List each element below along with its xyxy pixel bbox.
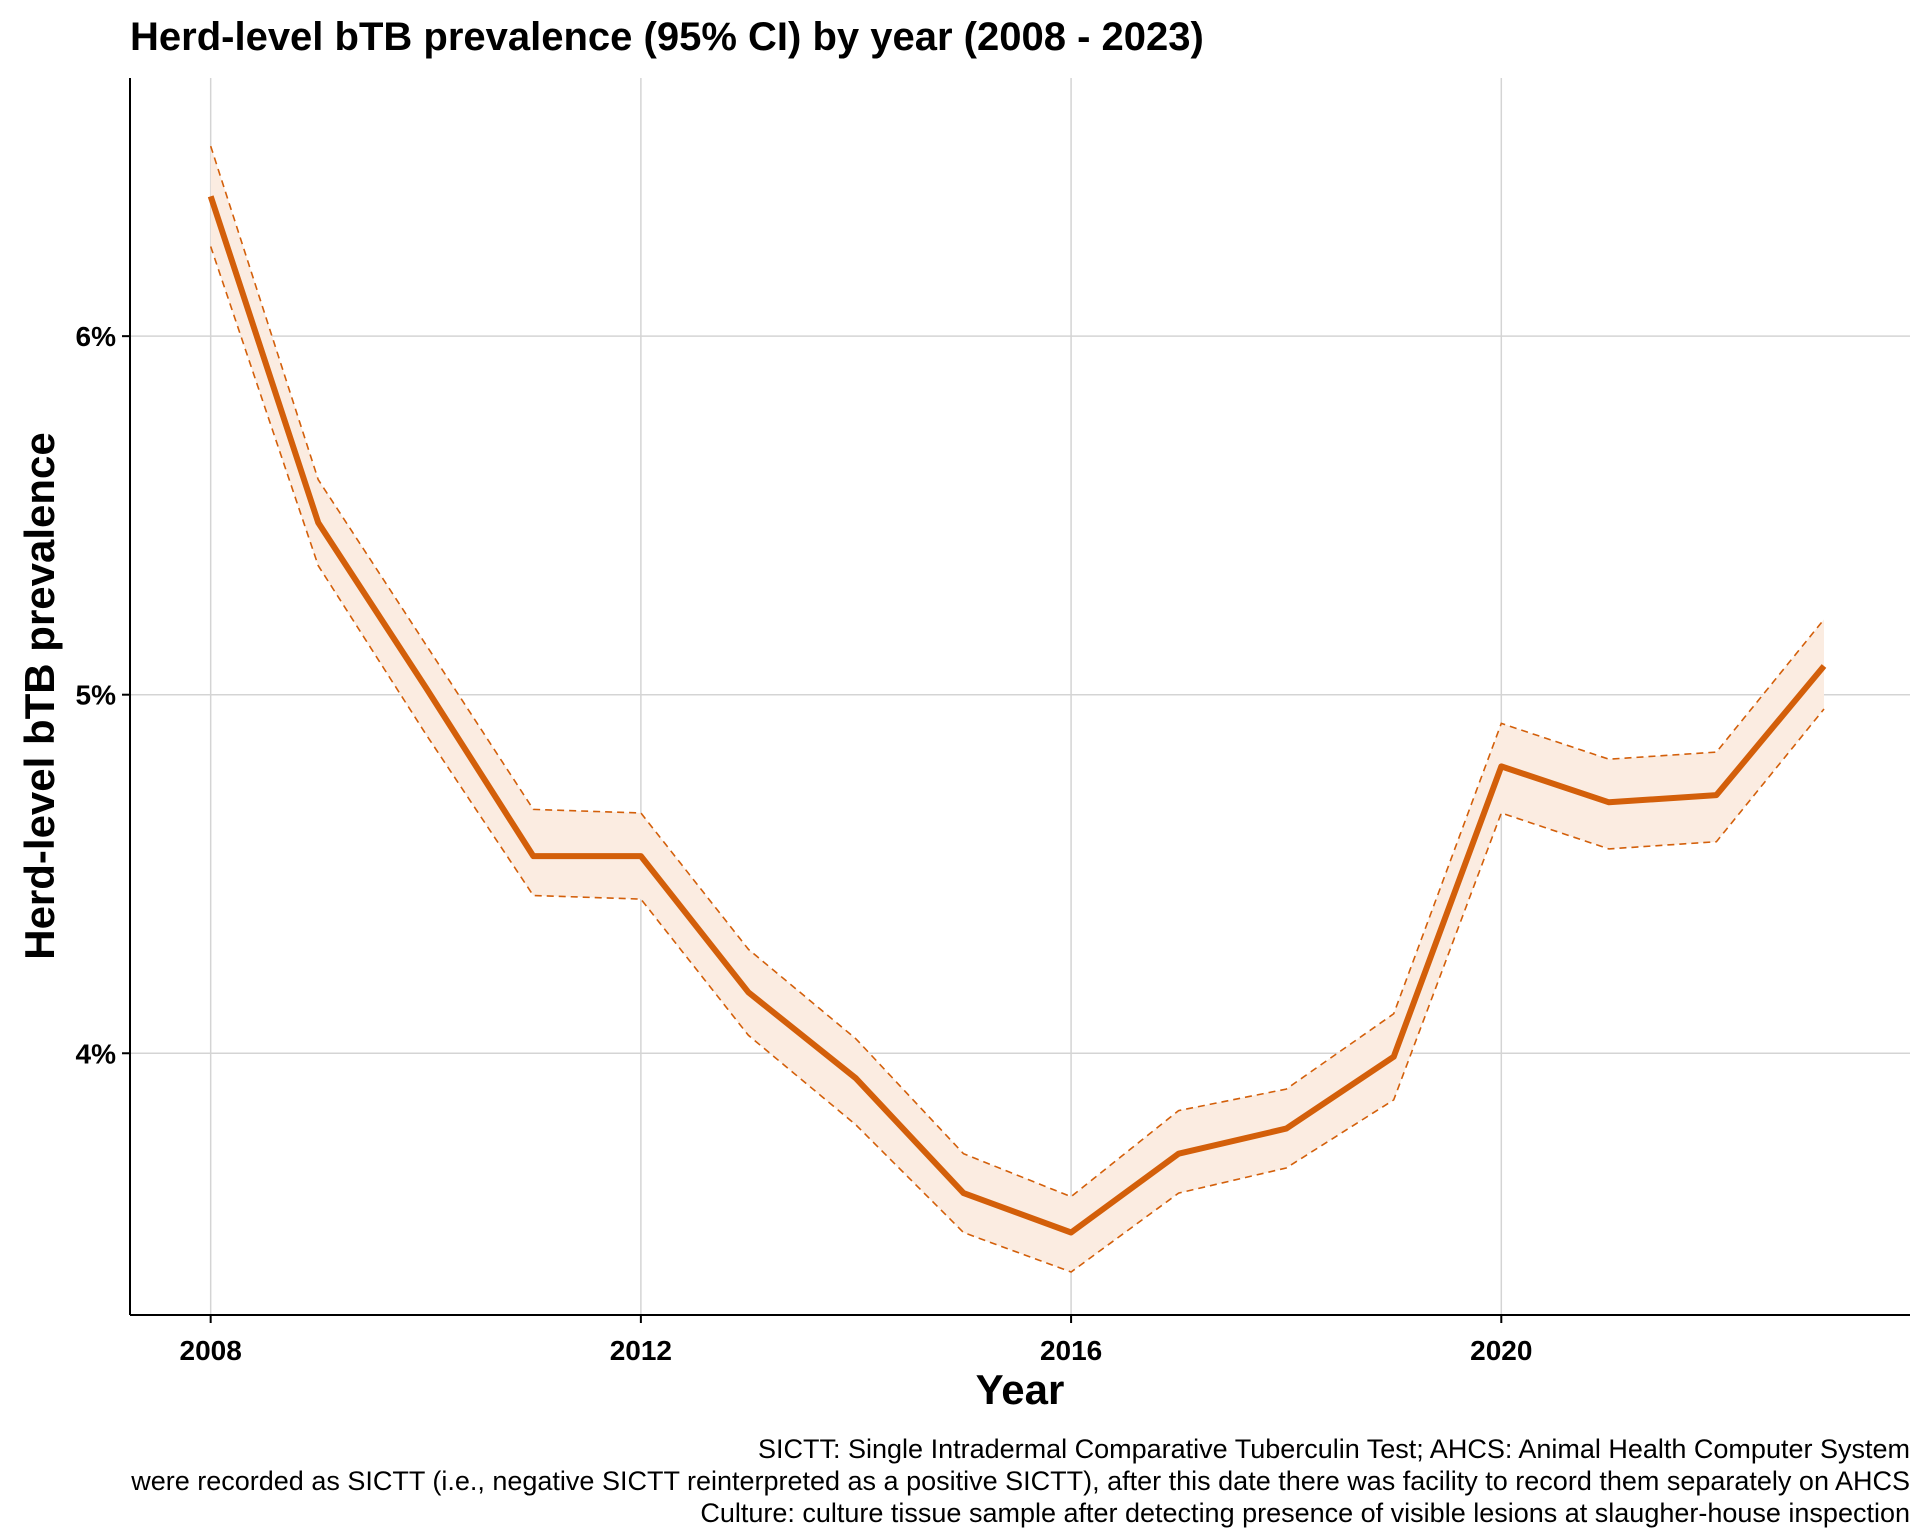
caption-line-3: Culture: culture tissue sample after det… xyxy=(700,1498,1910,1528)
chart-title: Herd-level bTB prevalence (95% CI) by ye… xyxy=(130,15,1204,59)
x-tick-label-2012: 2012 xyxy=(610,1335,672,1366)
y-tick-label-4: 4% xyxy=(76,1038,117,1069)
axes xyxy=(129,78,1910,1316)
confidence-band xyxy=(209,145,1825,1273)
x-tick-label-2020: 2020 xyxy=(1470,1335,1532,1366)
x-tick-label-2008: 2008 xyxy=(180,1335,242,1366)
y-tick-label-5: 5% xyxy=(76,680,117,711)
series-line xyxy=(207,195,1827,1236)
x-axis-title: Year xyxy=(976,1366,1065,1413)
ci-band-fill xyxy=(210,146,1825,1273)
grid xyxy=(130,78,1910,1315)
caption: SICTT: Single Intradermal Comparative Tu… xyxy=(130,1434,1910,1528)
caption-line-1: SICTT: Single Intradermal Comparative Tu… xyxy=(758,1434,1910,1464)
caption-line-2: were recorded as SICTT (i.e., negative S… xyxy=(130,1466,1910,1496)
ci-lower-line xyxy=(209,246,1825,1273)
y-tick-label-6: 6% xyxy=(76,321,117,352)
x-tick-label-2016: 2016 xyxy=(1040,1335,1102,1366)
y-axis-title: Herd-level bTB prevalence xyxy=(16,432,63,960)
prevalence-line xyxy=(207,195,1827,1236)
tick-labels: 2008 2012 2016 2020 4% 5% 6% xyxy=(76,321,1533,1366)
ci-upper-line xyxy=(209,145,1825,1198)
